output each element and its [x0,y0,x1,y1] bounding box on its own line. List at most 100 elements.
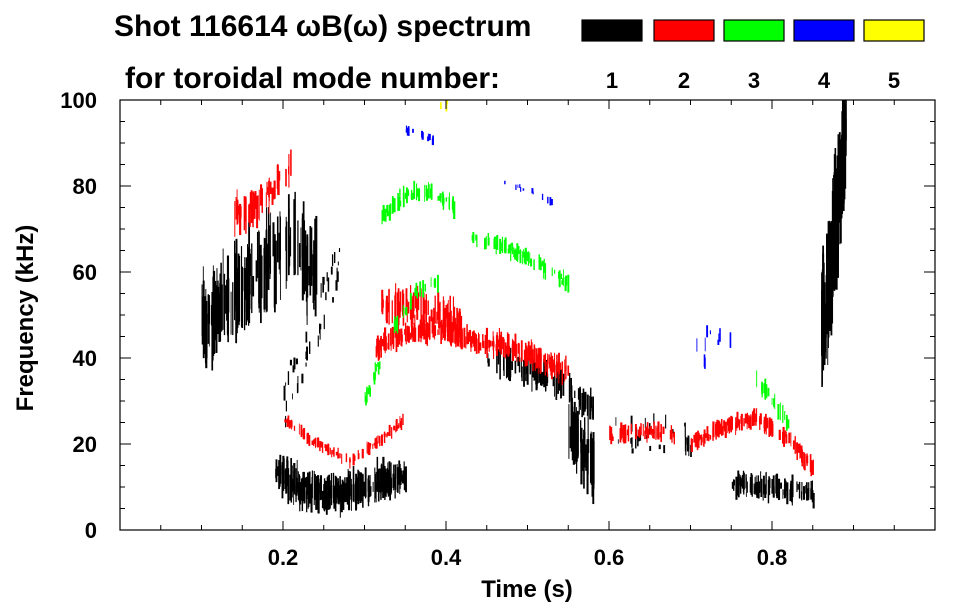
spectral-streak [405,466,407,493]
spectral-streak [731,416,733,430]
spectral-streak [249,253,252,277]
spectral-streak [476,235,478,248]
spectral-streak [565,275,568,286]
spectral-streak [788,432,791,444]
spectral-streak [276,216,279,263]
spectral-streak [320,283,322,298]
spectral-streak [394,320,397,330]
spectral-streak [327,475,330,510]
spectral-streak [364,392,366,402]
spectral-streak [268,182,270,214]
spectral-streak [377,435,379,444]
spectral-streak [535,362,538,391]
spectral-streak [305,490,308,500]
spectral-streak [550,198,553,206]
spectral-streak [808,482,810,500]
spectral-streak [492,341,495,348]
spectral-streak [427,300,429,315]
spectral-streak [422,292,425,319]
spectral-streak [369,475,371,498]
spectral-streak [251,207,253,216]
spectral-streak [278,232,280,270]
spectral-streak [383,467,386,494]
spectral-streak [414,290,417,309]
spectral-streak [293,425,296,431]
spectral-streak [845,100,847,141]
spectral-streak [367,387,369,395]
spectral-streak [623,424,625,439]
spectral-streak [286,456,289,487]
x-tick-label: 0.4 [431,545,462,570]
spectral-streak [270,212,272,274]
spectral-streak [508,244,511,254]
spectral-streak [269,181,272,194]
spectral-streak [552,363,554,372]
spectral-streak [254,191,257,209]
spectral-streak [250,190,253,224]
spectral-streak [227,278,230,313]
spectral-streak [289,227,292,257]
spectral-streak [762,479,764,501]
spectral-streak [754,476,756,491]
spectral-streak [778,478,781,501]
spectral-streak [375,441,378,449]
spectral-streak [545,361,547,372]
spectral-streak [308,478,311,503]
spectral-streak [805,484,808,494]
spectral-streak [825,275,827,359]
spectral-streak [412,292,415,312]
spectral-streak [329,447,331,455]
spectral-streak [407,326,410,343]
spectral-streak [383,431,386,443]
spectral-streak [473,332,476,345]
spectral-streak [771,479,774,494]
spectral-streak [439,193,442,198]
spectral-streak [321,490,324,509]
spectral-streak [265,207,267,291]
spectral-streak [288,420,291,429]
spectral-streak [240,246,243,327]
spectral-streak [665,414,667,429]
spectral-streak [267,207,270,290]
spectral-streak [527,341,530,361]
spectral-streak [498,336,500,351]
spectral-streak [330,266,333,275]
spectral-streak [305,351,308,360]
spectral-streak [803,486,806,500]
spectral-streak [784,410,786,420]
spectral-streak [610,433,613,439]
spectral-streak [277,466,279,476]
spectral-streak [406,127,409,136]
spectral-streak [279,170,281,181]
spectral-streak [709,435,712,440]
spectral-streak [526,358,529,385]
spectral-streak [544,353,546,376]
spectral-streak [311,440,314,445]
spectral-streak [737,421,740,427]
spectral-streak [642,423,644,437]
spectral-streak [285,400,288,412]
spectral-streak [249,192,252,210]
spectral-streak [775,474,777,494]
spectral-streak [317,335,319,347]
spectral-streak [834,170,837,274]
spectral-streak [410,189,413,200]
spectral-streak [446,303,449,329]
spectral-streak [567,274,570,293]
spectral-streak [395,424,398,430]
spectral-streak [255,260,258,282]
spectral-streak [398,467,400,485]
spectral-streak [507,248,510,254]
spectral-streak [723,421,726,431]
spectral-streak [514,360,517,374]
spectral-streak [569,426,572,449]
spectral-streak [275,459,278,483]
spectral-streak [543,258,545,272]
spectral-streak [238,205,240,215]
spectral-streak [543,358,546,388]
spectral-streak [390,477,393,493]
spectral-streak [280,217,281,260]
legend-swatch-mode-1 [581,19,643,42]
spectral-streak [753,483,755,494]
spectral-streak [520,187,522,192]
